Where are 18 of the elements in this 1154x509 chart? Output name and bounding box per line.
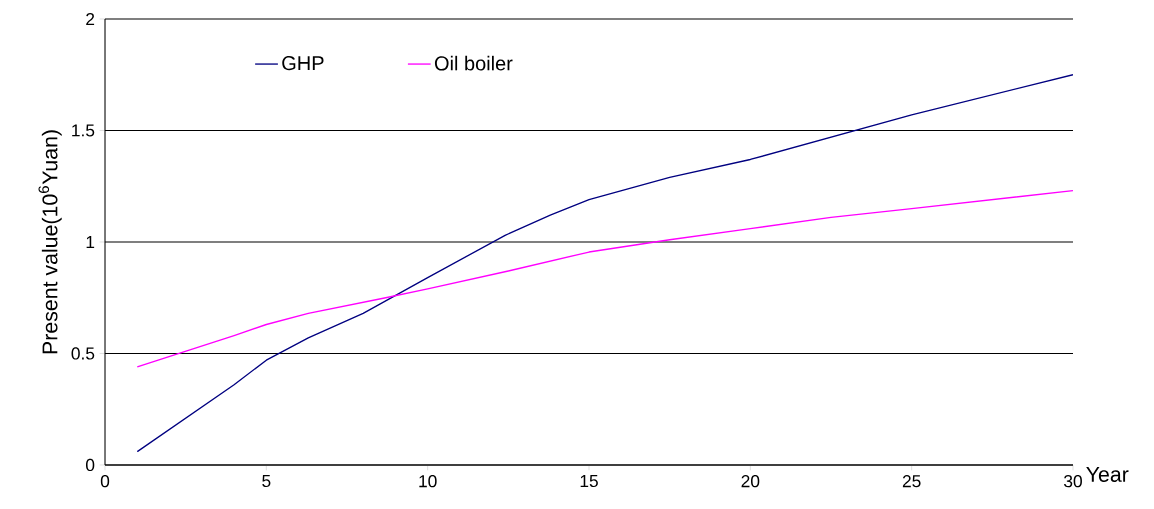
y-tick-label: 0.5 [71, 347, 95, 360]
x-tick-label: 25 [902, 475, 921, 488]
y-tick-label: 1 [86, 236, 95, 248]
y-tick-label: 0 [85, 458, 95, 472]
x-tick-label: 0 [100, 475, 110, 488]
y-tick-label: 1.5 [72, 124, 95, 137]
line-series [136, 74, 1073, 453]
x-tick-label: 30 [1064, 475, 1082, 488]
x-tick-label: 20 [741, 475, 760, 488]
line-series [136, 190, 1073, 368]
x-tick-label: 10 [419, 475, 437, 488]
y-tick-label: 2 [86, 12, 95, 26]
legend-label: GHP [282, 56, 324, 71]
x-tick-label: 5 [262, 475, 271, 488]
x-axis-title: Year [1086, 467, 1129, 482]
legend-label: Oil boiler [434, 55, 513, 71]
x-tick-label: 15 [580, 475, 598, 488]
y-axis-title: Present value(10$^{6}$Yuan) [38, 130, 62, 354]
